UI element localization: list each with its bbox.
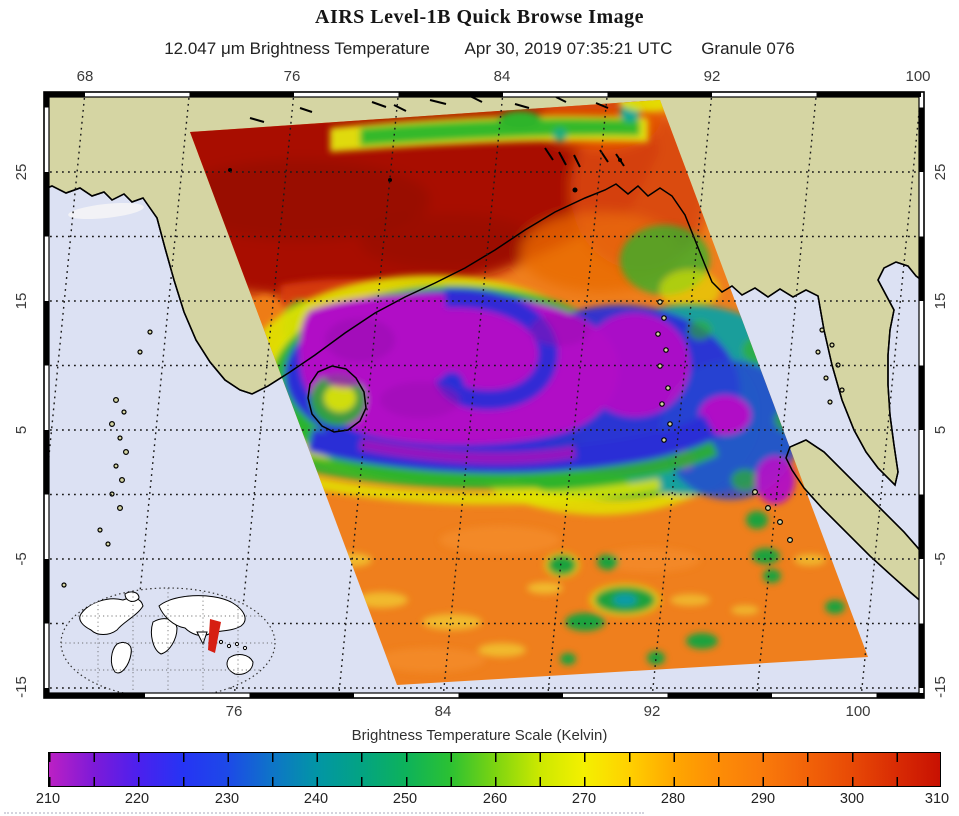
lon-label-bottom-100: 100 — [845, 703, 871, 720]
map-frame — [43, 91, 925, 699]
colorbar — [48, 752, 941, 787]
cloud-streak — [68, 202, 144, 220]
colorbar-tick-label-210: 210 — [35, 791, 61, 807]
lon-label-bottom-92: 92 — [643, 703, 661, 720]
granule-location-marker — [208, 619, 221, 653]
cyclone-spiral — [435, 287, 559, 411]
inset-eurasia — [158, 595, 246, 637]
subtitle: 12.047 μm Brightness Temperature Apr 30,… — [0, 39, 959, 59]
lon-label-top-84: 84 — [493, 68, 511, 85]
andaman-islands — [655, 299, 673, 443]
subtitle-wavelength: 12.047 μm Brightness Temperature — [164, 39, 430, 58]
maldives-islands — [61, 329, 153, 588]
colorbar-tick-label-260: 260 — [482, 791, 508, 807]
subtitle-granule: Granule 076 — [701, 39, 795, 58]
lon-label-bottom-84: 84 — [434, 703, 452, 720]
top-cloud-band — [330, 100, 720, 310]
colorbar-tick-label-280: 280 — [660, 791, 686, 807]
colorbar-tick-label-220: 220 — [124, 791, 150, 807]
colorbar-tick-label-300: 300 — [839, 791, 865, 807]
lon-label-top-68: 68 — [76, 68, 94, 85]
lon-label-top-92: 92 — [703, 68, 721, 85]
nias-island-chain — [751, 489, 793, 543]
cyclone — [240, 275, 830, 515]
graticule — [45, 93, 923, 697]
page-title: AIRS Level-1B Quick Browse Image — [315, 6, 644, 28]
colorbar-ticks-top — [49, 753, 940, 762]
scan-artifact-line — [4, 812, 644, 814]
inset-greenland — [124, 591, 140, 602]
lon-label-top-100: 100 — [905, 68, 931, 85]
world-inset-map — [60, 587, 276, 697]
colorbar-tick-label-230: 230 — [214, 791, 240, 807]
satellite-swath — [190, 100, 868, 685]
subtitle-datetime: Apr 30, 2019 07:35:21 UTC — [464, 39, 673, 58]
inset-north-america — [79, 597, 144, 635]
colorbar-ticks-bottom — [49, 777, 940, 786]
colorbar-tick-label-290: 290 — [750, 791, 776, 807]
lon-label-bottom-76: 76 — [225, 703, 243, 720]
colorbar-label: Brightness Temperature Scale (Kelvin) — [351, 727, 608, 744]
colorbar-tick-label-310: 310 — [924, 791, 950, 807]
inset-south-america — [110, 641, 132, 674]
lake-marks — [228, 158, 622, 193]
colorbar-tick-label-250: 250 — [392, 791, 418, 807]
inset-india — [196, 631, 208, 646]
colorbar-tick-label-270: 270 — [571, 791, 597, 807]
inset-australia — [226, 654, 254, 675]
scattered-clouds — [328, 511, 845, 672]
colorbar-tick-label-240: 240 — [303, 791, 329, 807]
mergui-islands — [815, 327, 845, 405]
lon-label-top-76: 76 — [283, 68, 301, 85]
